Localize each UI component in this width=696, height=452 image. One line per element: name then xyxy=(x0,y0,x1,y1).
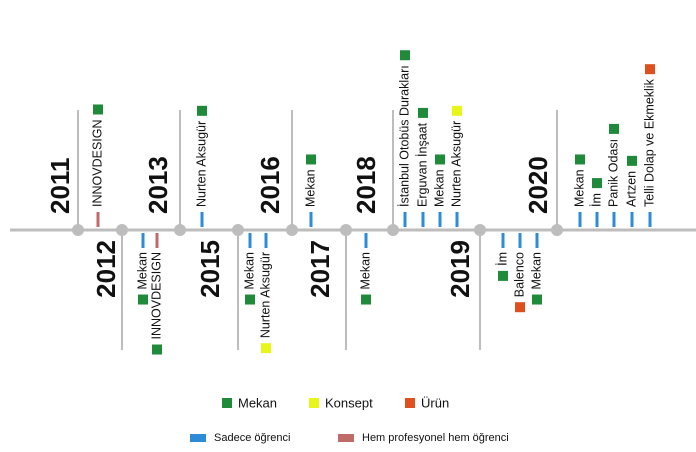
legend-label: Konsept xyxy=(325,395,373,410)
dot xyxy=(116,224,128,236)
item-label: Mekan xyxy=(572,169,586,207)
dot xyxy=(72,224,84,236)
type-square xyxy=(261,343,271,354)
type-square xyxy=(361,294,371,305)
type-square xyxy=(435,154,445,165)
item-label: Artzen xyxy=(624,171,638,207)
dot xyxy=(551,224,563,236)
dot xyxy=(474,224,486,236)
item-label: INNOVDESIGN xyxy=(90,119,104,207)
legend-swatch xyxy=(405,398,415,408)
legend-label: Mekan xyxy=(238,395,277,410)
item-label: Nurten Aksugür xyxy=(258,252,272,338)
year-label: 2019 xyxy=(445,240,475,298)
item-label: Mekan xyxy=(303,169,317,207)
type-square xyxy=(418,107,428,118)
type-square xyxy=(627,155,637,166)
type-square xyxy=(575,154,585,165)
type-square xyxy=(152,344,162,355)
legend-label: Sadece öğrenci xyxy=(214,432,290,444)
year-label: 2015 xyxy=(195,240,225,298)
type-square xyxy=(306,154,316,165)
item-label: Mekan xyxy=(358,252,372,290)
item-label: Erguvan İnşaat xyxy=(415,122,429,207)
year-label: 2016 xyxy=(255,156,285,214)
legend-bar xyxy=(338,434,354,442)
type-square xyxy=(609,123,619,134)
legend-label: Ürün xyxy=(421,395,449,410)
dot xyxy=(340,224,352,236)
type-square xyxy=(400,50,410,61)
item-label: İm xyxy=(495,252,509,266)
type-square xyxy=(532,294,542,305)
item-label: INNOVDESIGN xyxy=(149,252,163,340)
year-label: 2017 xyxy=(305,240,335,298)
legend-swatch xyxy=(222,398,232,408)
type-square xyxy=(592,178,602,189)
legend-swatch xyxy=(309,398,319,408)
type-square xyxy=(138,294,148,305)
item-label: Panik Odası xyxy=(606,139,620,207)
year-label: 2012 xyxy=(91,240,121,298)
item-label: Mekan xyxy=(529,252,543,290)
item-label: İstanbul Otobüs Durakları xyxy=(397,65,411,207)
legend-bar xyxy=(190,434,206,442)
item-label: Nurten Aksugür xyxy=(449,121,463,207)
item-label: Mekan xyxy=(242,252,256,290)
dot xyxy=(232,224,244,236)
legend-label: Hem profesyonel hem öğrenci xyxy=(362,432,509,444)
type-square xyxy=(245,294,255,305)
item-label: Mekan xyxy=(135,252,149,290)
year-label: 2020 xyxy=(523,156,553,214)
item-label: Telli Dolap ve Ekmeklik xyxy=(642,78,656,207)
dot xyxy=(286,224,298,236)
item-label: İm xyxy=(589,193,603,207)
item-label: Balenco xyxy=(512,252,526,297)
type-square xyxy=(515,302,525,313)
dot xyxy=(174,224,186,236)
type-square xyxy=(197,105,207,116)
dot xyxy=(387,224,399,236)
year-label: 2013 xyxy=(143,156,173,214)
year-label: 2018 xyxy=(351,156,381,214)
type-square xyxy=(452,105,462,116)
type-square xyxy=(645,64,655,75)
item-label: Nurten Aksugür xyxy=(194,121,208,207)
item-label: Mekan xyxy=(432,169,446,207)
type-square xyxy=(93,104,103,115)
type-square xyxy=(498,270,508,281)
year-label: 2011 xyxy=(45,158,75,214)
